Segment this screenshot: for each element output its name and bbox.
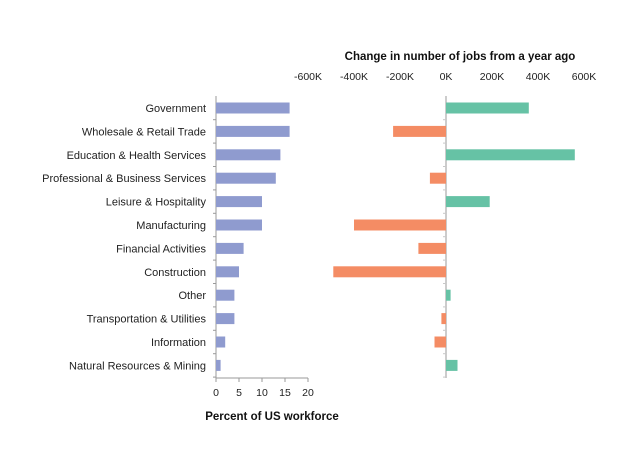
change-tick-label: 0K [440,71,453,83]
category-label-construction: Construction [144,267,206,279]
change-tick-label: -400K [340,71,368,83]
workforce-axis-title: Percent of US workforce [205,411,339,423]
change-bar-government [446,102,529,114]
workforce-tick-label: 20 [302,387,314,399]
change-bar-natural-resources-and-mining [446,359,458,371]
workforce-tick-label: 15 [279,387,291,399]
category-label-government: Government [145,103,206,115]
category-label-wholesale-and-retail-trade: Wholesale & Retail Trade [82,126,206,138]
change-bar-education-and-health-services [446,149,575,161]
change-bar-financial-activities [418,242,446,254]
category-label-other: Other [178,290,206,302]
change-bar-transportation-and-utilities [441,313,446,325]
change-bar-wholesale-and-retail-trade [393,125,446,137]
workforce-bar-wholesale-and-retail-trade [216,125,290,137]
workforce-bar-education-and-health-services [216,149,281,161]
change-chart-title: Change in number of jobs from a year ago [345,51,576,63]
change-tick-label: 200K [480,71,505,83]
workforce-bar-leisure-and-hospitality [216,196,262,208]
change-tick-label: 600K [572,71,597,83]
workforce-bar-transportation-and-utilities [216,313,235,325]
workforce-bar-government [216,102,290,114]
workforce-bar-financial-activities [216,242,244,254]
workforce-bar-construction [216,266,239,278]
change-tick-label: -200K [386,71,414,83]
category-label-education-and-health-services: Education & Health Services [67,150,207,162]
category-label-leisure-and-hospitality: Leisure & Hospitality [106,197,207,209]
category-label-information: Information [151,337,206,349]
change-bar-leisure-and-hospitality [446,196,490,208]
change-bar-professional-and-business-services [429,172,446,184]
workforce-bar-professional-and-business-services [216,172,276,184]
category-label-financial-activities: Financial Activities [116,243,206,255]
category-label-transportation-and-utilities: Transportation & Utilities [87,314,207,326]
change-tick-label: -600K [294,71,322,83]
workforce-tick-label: 5 [236,387,242,399]
category-label-manufacturing: Manufacturing [136,220,206,232]
category-label-professional-and-business-services: Professional & Business Services [42,173,206,185]
change-bar-construction [333,266,446,278]
workforce-bar-information [216,336,226,348]
workforce-bar-natural-resources-and-mining [216,359,221,371]
workforce-bar-other [216,289,235,301]
change-bar-manufacturing [354,219,446,231]
workforce-tick-label: 0 [213,387,219,399]
workforce-bar-manufacturing [216,219,262,231]
change-bar-information [434,336,446,348]
change-bar-other [446,289,451,301]
category-label-natural-resources-and-mining: Natural Resources & Mining [69,360,206,372]
change-tick-label: 400K [526,71,551,83]
workforce-tick-label: 10 [256,387,268,399]
